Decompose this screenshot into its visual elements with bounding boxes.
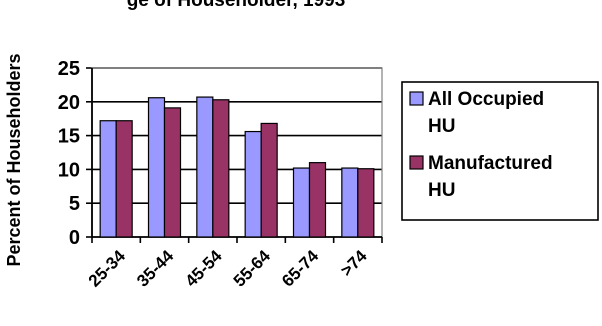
legend-label: Manufactured: [428, 153, 553, 174]
y-tick-label: 10: [58, 159, 80, 181]
x-tick-label: 65-74: [278, 246, 323, 291]
bar-all-occupied-5: [341, 167, 359, 238]
bar-all-occupied-0: [99, 120, 117, 238]
legend-label: HU: [428, 180, 455, 201]
plot-area: 0 5 10 15 20 25 25-34 35-44 45-54 55-64 65-74 >74: [58, 58, 383, 291]
bar-manufactured-2: [212, 99, 230, 238]
bar-manufactured-1: [163, 107, 182, 238]
x-tick-label: 45-54: [181, 246, 226, 291]
bar-all-occupied-2: [196, 96, 214, 238]
y-tick-label: 15: [58, 126, 80, 148]
legend-box: [401, 81, 599, 221]
bar-all-occupied-1: [147, 97, 166, 238]
bar-all-occupied-3: [244, 130, 262, 238]
x-tick-label: >74: [337, 246, 371, 280]
plot-frame: [91, 67, 383, 238]
bar-manufactured-4: [308, 162, 327, 238]
legend-label: All Occupied: [428, 89, 544, 110]
bar-manufactured-3: [260, 122, 278, 238]
y-axis-label: Percent of Householders: [4, 53, 24, 266]
y-tick-label: 5: [69, 193, 80, 215]
bar-manufactured-0: [115, 120, 133, 238]
x-tick-label: 35-44: [133, 246, 178, 291]
x-tick-label: 25-34: [85, 246, 130, 291]
legend-swatch-all-occupied: [409, 91, 424, 106]
y-tick-label: 25: [58, 58, 80, 80]
legend: All Occupied HU Manufactured HU: [401, 81, 599, 221]
legend-label: HU: [428, 116, 455, 137]
legend-swatch-manufactured: [409, 155, 424, 170]
y-tick-label: 0: [69, 227, 80, 249]
bar-manufactured-5: [357, 168, 375, 238]
bar-all-occupied-4: [292, 167, 311, 238]
chart-title: ge of Householder, 1993: [127, 0, 346, 11]
y-tick-label: 20: [58, 92, 80, 114]
x-tick-label: 55-64: [230, 246, 275, 291]
